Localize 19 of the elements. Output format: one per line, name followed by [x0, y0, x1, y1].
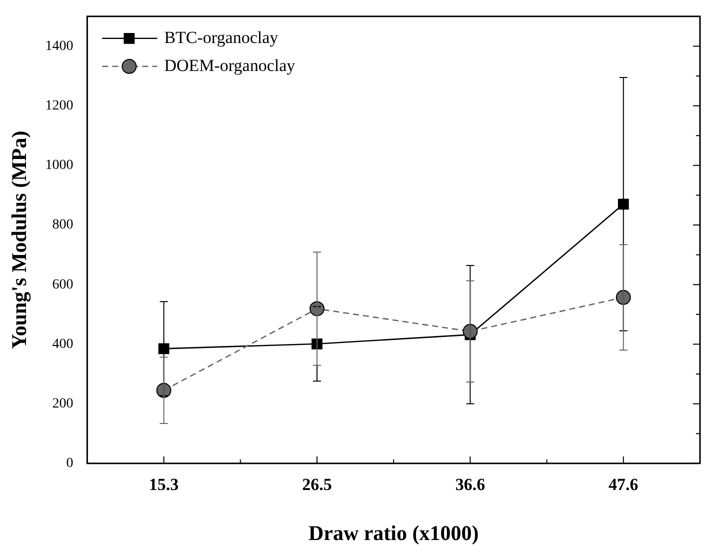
- x-tick-label: 15.3: [148, 474, 179, 494]
- y-tick-label: 400: [52, 336, 74, 352]
- y-axis-title: Young's Modulus (MPa): [7, 130, 32, 349]
- x-axis-title: Draw ratio (x1000): [308, 520, 479, 545]
- y-tick-label: 600: [52, 277, 74, 292]
- y-tick-label: 0: [66, 456, 74, 472]
- point: [618, 198, 629, 210]
- y-tick-label: 800: [52, 218, 74, 233]
- point: [616, 290, 631, 305]
- y-tick-label: 1000: [45, 158, 74, 174]
- x-tick-label: 47.6: [608, 474, 638, 494]
- legend-label: DOEM-organoclay: [164, 56, 296, 75]
- y-tick-label: 200: [52, 396, 74, 412]
- y-tick-label: 1400: [45, 38, 74, 54]
- x-tick-label: 26.5: [302, 474, 332, 494]
- point: [462, 324, 478, 339]
- x-tick-label: 36.6: [455, 474, 486, 494]
- y-tick-label: 1200: [45, 98, 74, 114]
- legend-label: BTC-organoclay: [164, 28, 279, 47]
